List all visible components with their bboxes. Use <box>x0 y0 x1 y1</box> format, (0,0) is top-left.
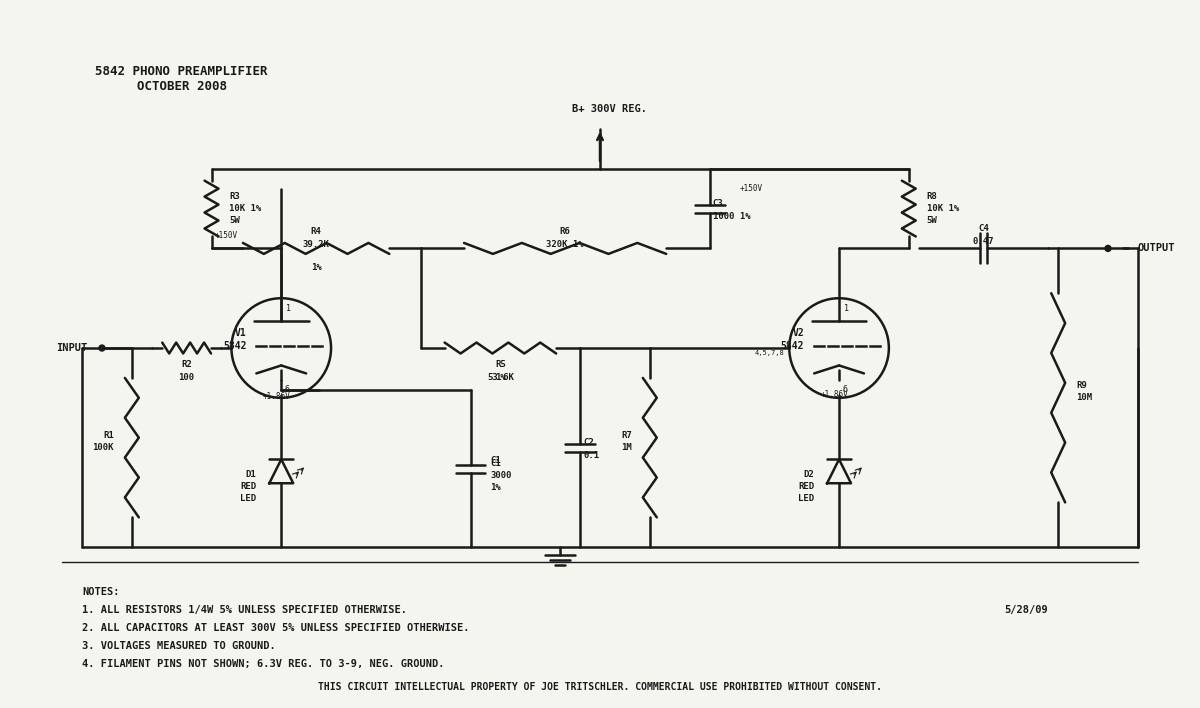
Text: V1: V1 <box>235 328 246 338</box>
Text: 1: 1 <box>844 304 850 313</box>
Text: 100K: 100K <box>92 443 114 452</box>
Text: 4. FILAMENT PINS NOT SHOWN; 6.3V REG. TO 3-9, NEG. GROUND.: 4. FILAMENT PINS NOT SHOWN; 6.3V REG. TO… <box>82 659 444 669</box>
Text: 10K 1%: 10K 1% <box>926 204 959 213</box>
Text: 1: 1 <box>287 304 292 313</box>
Text: 39.2K: 39.2K <box>302 241 330 249</box>
Text: C2: C2 <box>583 438 594 447</box>
Text: 1M: 1M <box>622 443 632 452</box>
Text: 10M: 10M <box>1076 394 1092 402</box>
Text: THIS CIRCUIT INTELLECTUAL PROPERTY OF JOE TRITSCHLER. COMMERCIAL USE PROHIBITED : THIS CIRCUIT INTELLECTUAL PROPERTY OF JO… <box>318 682 882 692</box>
Text: C1: C1 <box>491 457 502 465</box>
Text: 1%: 1% <box>491 484 502 492</box>
Text: +150V: +150V <box>215 232 238 241</box>
Text: R9: R9 <box>1076 382 1087 390</box>
Text: D1: D1 <box>246 470 257 479</box>
Text: 5842: 5842 <box>781 341 804 351</box>
Text: 1%: 1% <box>311 263 322 273</box>
Text: B+ 300V REG.: B+ 300V REG. <box>572 104 648 114</box>
Text: 5842 PHONO PREAMPLIFIER
OCTOBER 2008: 5842 PHONO PREAMPLIFIER OCTOBER 2008 <box>95 65 268 93</box>
Text: R3: R3 <box>229 192 240 201</box>
Text: NOTES:: NOTES: <box>82 587 120 597</box>
Text: 0.1: 0.1 <box>583 451 599 460</box>
Text: 5W: 5W <box>229 216 240 225</box>
Text: 320K 1%: 320K 1% <box>546 241 584 249</box>
Text: R5: R5 <box>496 360 505 369</box>
Circle shape <box>98 345 104 351</box>
Text: R2: R2 <box>181 360 192 369</box>
Text: R8: R8 <box>926 192 937 201</box>
Text: 4,5,7,8: 4,5,7,8 <box>755 350 785 356</box>
Text: 53.6K: 53.6K <box>487 373 514 382</box>
Text: 5842: 5842 <box>223 341 246 351</box>
Text: LED: LED <box>240 493 257 503</box>
Text: 5/28/09: 5/28/09 <box>1004 605 1049 615</box>
Text: 5W: 5W <box>926 216 937 225</box>
Text: +1.86V: +1.86V <box>821 390 848 399</box>
Text: 6: 6 <box>284 385 289 394</box>
Text: R6: R6 <box>559 227 570 236</box>
Text: 2. ALL CAPACITORS AT LEAST 300V 5% UNLESS SPECIFIED OTHERWISE.: 2. ALL CAPACITORS AT LEAST 300V 5% UNLES… <box>82 623 469 633</box>
Text: RED: RED <box>240 481 257 491</box>
Text: INPUT: INPUT <box>55 343 88 353</box>
Text: 100: 100 <box>179 373 194 382</box>
Text: OUTPUT: OUTPUT <box>1138 244 1175 253</box>
Text: R4: R4 <box>311 227 322 236</box>
Text: C4: C4 <box>978 224 989 234</box>
Text: C3: C3 <box>713 199 724 208</box>
Text: 1%: 1% <box>496 373 505 382</box>
Text: RED: RED <box>798 481 814 491</box>
Text: LED: LED <box>798 493 814 503</box>
Circle shape <box>1105 246 1111 251</box>
Text: R7: R7 <box>622 431 632 440</box>
Text: +150V: +150V <box>739 183 762 193</box>
Text: 3. VOLTAGES MEASURED TO GROUND.: 3. VOLTAGES MEASURED TO GROUND. <box>82 641 276 651</box>
Text: D2: D2 <box>804 470 814 479</box>
Text: +1.86V: +1.86V <box>263 392 290 401</box>
Text: R1: R1 <box>103 431 114 440</box>
Text: 10K 1%: 10K 1% <box>229 204 262 213</box>
Text: V2: V2 <box>792 328 804 338</box>
Text: 0.47: 0.47 <box>973 237 995 246</box>
Text: C1: C1 <box>491 459 502 468</box>
Text: 1. ALL RESISTORS 1/4W 5% UNLESS SPECIFIED OTHERWISE.: 1. ALL RESISTORS 1/4W 5% UNLESS SPECIFIE… <box>82 605 407 615</box>
Text: 1000 1%: 1000 1% <box>713 212 750 221</box>
Text: 6: 6 <box>842 385 847 394</box>
Text: 3000: 3000 <box>491 472 512 480</box>
